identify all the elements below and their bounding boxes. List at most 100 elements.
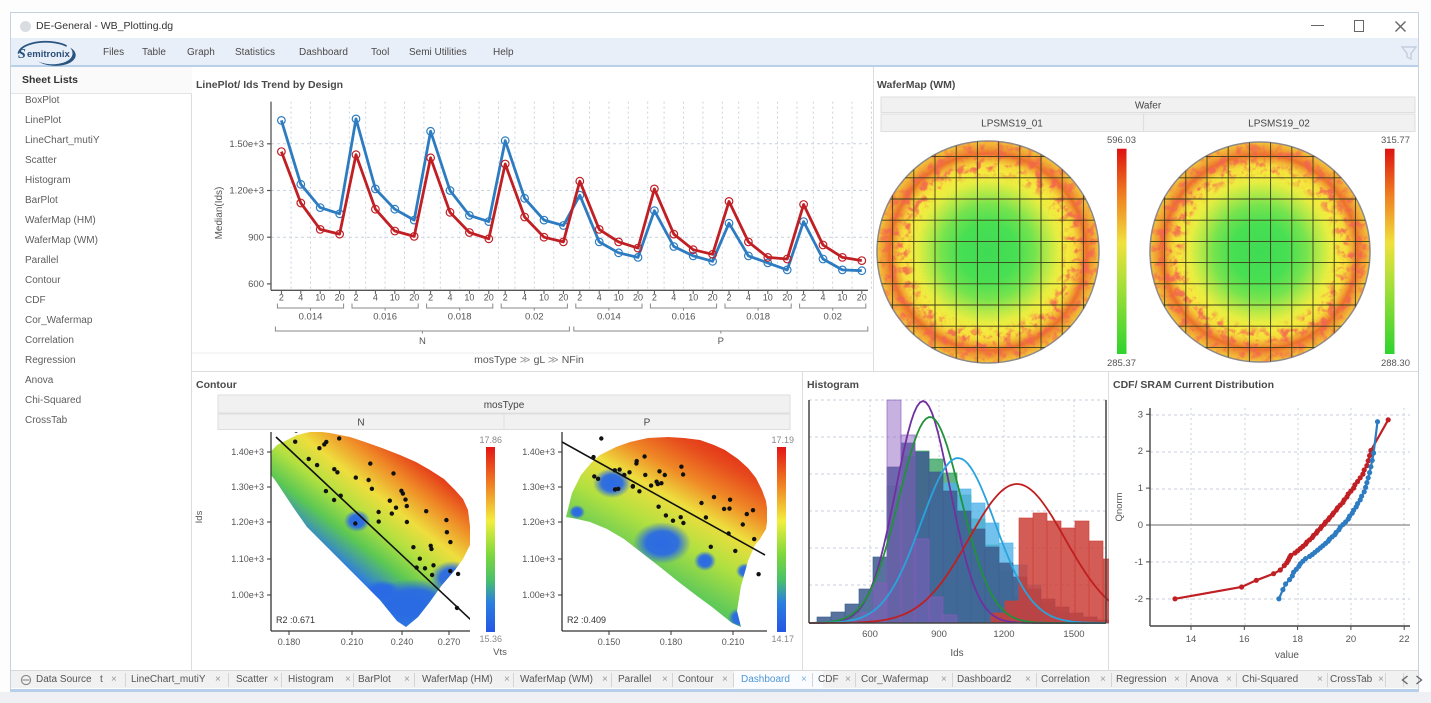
svg-text:596.03: 596.03 — [1107, 135, 1136, 146]
svg-text:18: 18 — [1292, 634, 1303, 645]
svg-text:1.20e+3: 1.20e+3 — [231, 517, 264, 527]
svg-text:1.10e+3: 1.10e+3 — [522, 554, 555, 564]
svg-text:2: 2 — [279, 293, 284, 303]
svg-text:20: 20 — [558, 293, 568, 303]
svg-text:1500: 1500 — [1063, 629, 1084, 640]
svg-text:288.30: 288.30 — [1381, 358, 1410, 369]
svg-text:900: 900 — [931, 629, 947, 640]
svg-text:1.30e+3: 1.30e+3 — [522, 482, 555, 492]
svg-text:315.77: 315.77 — [1381, 135, 1410, 146]
svg-text:S: S — [18, 47, 26, 62]
svg-text:1.10e+3: 1.10e+3 — [231, 554, 264, 564]
svg-text:2: 2 — [428, 293, 433, 303]
svg-text:20: 20 — [782, 293, 792, 303]
svg-text:WaferMap (WM): WaferMap (WM) — [877, 79, 955, 91]
svg-text:10: 10 — [464, 293, 474, 303]
svg-text:1.00e+3: 1.00e+3 — [522, 590, 555, 600]
svg-text:R2 :0.409: R2 :0.409 — [567, 615, 606, 625]
svg-text:2: 2 — [353, 293, 358, 303]
svg-text:0.018: 0.018 — [448, 312, 472, 323]
svg-text:0.150: 0.150 — [598, 637, 621, 647]
svg-text:emitronix: emitronix — [27, 49, 70, 60]
svg-text:900: 900 — [248, 232, 264, 243]
svg-text:17.86: 17.86 — [479, 435, 502, 445]
svg-text:1.20e+3: 1.20e+3 — [522, 517, 555, 527]
svg-text:1.30e+3: 1.30e+3 — [231, 482, 264, 492]
svg-text:600: 600 — [248, 279, 264, 290]
svg-text:10: 10 — [763, 293, 773, 303]
svg-text:1.50e+3: 1.50e+3 — [229, 139, 264, 150]
svg-text:10: 10 — [539, 293, 549, 303]
svg-text:2: 2 — [652, 293, 657, 303]
svg-text:0.016: 0.016 — [672, 312, 696, 323]
svg-text:10: 10 — [390, 293, 400, 303]
svg-text:-2: -2 — [1135, 594, 1143, 605]
svg-text:20: 20 — [633, 293, 643, 303]
svg-text:0.018: 0.018 — [746, 312, 770, 323]
svg-text:17.19: 17.19 — [771, 435, 794, 445]
svg-text:2: 2 — [1138, 446, 1143, 457]
svg-text:4: 4 — [447, 293, 452, 303]
svg-text:0.210: 0.210 — [722, 637, 745, 647]
svg-text:2: 2 — [801, 293, 806, 303]
svg-text:mosType ≫ gL ≫ NFin: mosType ≫ gL ≫ NFin — [474, 354, 584, 366]
svg-text:0.02: 0.02 — [823, 312, 842, 323]
svg-text:mosType: mosType — [484, 400, 525, 411]
svg-text:LinePlot/ Ids Trend by Design: LinePlot/ Ids Trend by Design — [196, 79, 343, 91]
svg-text:3: 3 — [1138, 409, 1143, 420]
svg-text:4: 4 — [820, 293, 825, 303]
svg-text:1: 1 — [1138, 483, 1143, 494]
svg-text:Contour: Contour — [196, 379, 237, 391]
svg-text:0: 0 — [1138, 520, 1143, 531]
svg-text:16: 16 — [1239, 634, 1250, 645]
svg-text:0.014: 0.014 — [299, 312, 323, 323]
svg-text:-1: -1 — [1135, 557, 1143, 568]
svg-text:10: 10 — [315, 293, 325, 303]
svg-text:1.20e+3: 1.20e+3 — [229, 186, 264, 197]
svg-text:20: 20 — [409, 293, 419, 303]
svg-text:N: N — [419, 336, 426, 347]
svg-text:2: 2 — [726, 293, 731, 303]
svg-text:2: 2 — [503, 293, 508, 303]
svg-text:value: value — [1275, 650, 1299, 661]
svg-text:600: 600 — [862, 629, 878, 640]
svg-text:14.17: 14.17 — [771, 634, 794, 644]
svg-text:4: 4 — [597, 293, 602, 303]
svg-text:2: 2 — [577, 293, 582, 303]
svg-text:15.36: 15.36 — [479, 634, 502, 644]
svg-text:LPSMS19_02: LPSMS19_02 — [1248, 119, 1310, 130]
svg-text:0.270: 0.270 — [438, 637, 461, 647]
svg-text:Qnorm: Qnorm — [1114, 492, 1125, 521]
svg-text:4: 4 — [522, 293, 527, 303]
svg-text:285.37: 285.37 — [1107, 358, 1136, 369]
svg-text:LPSMS19_01: LPSMS19_01 — [981, 119, 1043, 130]
svg-text:4: 4 — [671, 293, 676, 303]
svg-text:P: P — [644, 418, 651, 429]
svg-text:10: 10 — [614, 293, 624, 303]
svg-text:20: 20 — [335, 293, 345, 303]
svg-text:10: 10 — [837, 293, 847, 303]
svg-text:0.180: 0.180 — [278, 637, 301, 647]
svg-text:20: 20 — [857, 293, 867, 303]
svg-text:P: P — [718, 336, 724, 347]
svg-text:1.40e+3: 1.40e+3 — [522, 447, 555, 457]
svg-text:4: 4 — [746, 293, 751, 303]
svg-text:20: 20 — [708, 293, 718, 303]
svg-text:Ids: Ids — [194, 510, 205, 523]
svg-text:0.240: 0.240 — [391, 637, 414, 647]
svg-text:0.02: 0.02 — [525, 312, 544, 323]
svg-text:14: 14 — [1186, 634, 1197, 645]
svg-text:0.210: 0.210 — [341, 637, 364, 647]
svg-text:CDF/ SRAM Current Distribution: CDF/ SRAM Current Distribution — [1113, 379, 1274, 391]
svg-text:20: 20 — [484, 293, 494, 303]
svg-text:4: 4 — [373, 293, 378, 303]
svg-text:N: N — [357, 418, 364, 429]
svg-text:0.180: 0.180 — [660, 637, 683, 647]
svg-text:0.016: 0.016 — [373, 312, 397, 323]
svg-text:10: 10 — [688, 293, 698, 303]
svg-text:20: 20 — [1346, 634, 1357, 645]
svg-text:1.40e+3: 1.40e+3 — [231, 447, 264, 457]
svg-text:4: 4 — [298, 293, 303, 303]
svg-text:Median(Ids): Median(Ids) — [214, 187, 225, 240]
svg-text:0.014: 0.014 — [597, 312, 621, 323]
